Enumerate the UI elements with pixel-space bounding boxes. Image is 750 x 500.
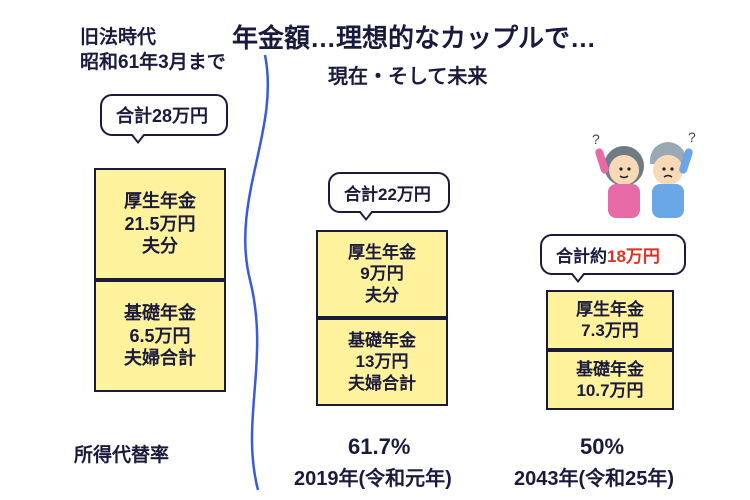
box-line: 厚生年金 (124, 190, 196, 213)
kosei-box-col1: 厚生年金21.5万円夫分 (94, 168, 226, 280)
year-col3: 2043年(令和25年) (514, 462, 674, 491)
box-line: 基礎年金 (124, 302, 196, 325)
kiso-box-col3: 基礎年金10.7万円 (546, 350, 674, 410)
kosei-box-col2: 厚生年金9万円夫分 (316, 230, 448, 318)
title-text: 年金額…理想的なカップルで… (232, 23, 596, 53)
subtitle: 現在・そして未来 (328, 60, 487, 89)
box-line: 9万円 (360, 263, 403, 284)
kosei-box-col3: 厚生年金7.3万円 (546, 290, 674, 350)
box-line: 夫婦合計 (348, 373, 416, 394)
box-line: 基礎年金 (348, 330, 416, 351)
svg-text:?: ? (592, 131, 600, 147)
box-line: 厚生年金 (576, 299, 644, 320)
subtitle-text: 現在・そして未来 (328, 66, 487, 88)
box-line: 夫分 (365, 285, 399, 306)
ratio-label: 所得代替率 (74, 440, 169, 467)
box-line: 7.3万円 (581, 320, 639, 341)
box-line: 10.7万円 (576, 380, 643, 401)
box-line: 夫分 (142, 235, 178, 258)
percent-col3: 50% (580, 434, 624, 460)
bubble-text: 合計22万円 (344, 185, 431, 204)
percent-col2: 61.7% (348, 434, 410, 460)
bubble-prefix: 合計約 (556, 247, 607, 266)
page-title: 年金額…理想的なカップルで… (232, 18, 596, 55)
bubble-highlight: 18万円 (607, 247, 660, 266)
box-line: 厚生年金 (348, 242, 416, 263)
box-line: 6.5万円 (129, 325, 190, 348)
kiso-box-col2: 基礎年金13万円夫婦合計 (316, 318, 448, 406)
kiso-box-col1: 基礎年金6.5万円夫婦合計 (94, 280, 226, 392)
era-line2: 昭和61年3月まで (80, 51, 226, 76)
box-line: 13万円 (356, 351, 409, 372)
era-label: 旧法時代 昭和61年3月まで (80, 26, 226, 75)
box-line: 夫婦合計 (124, 347, 196, 370)
elderly-couple-icon: ? ? (590, 128, 700, 224)
box-line: 基礎年金 (576, 359, 644, 380)
total-bubble-col1: 合計28万円 (100, 94, 228, 136)
total-bubble-col2: 合計22万円 (328, 172, 450, 213)
total-bubble-col3: 合計約18万円 (540, 234, 686, 275)
box-line: 21.5万円 (124, 213, 195, 236)
era-line1: 旧法時代 (80, 26, 226, 51)
year-col2: 2019年(令和元年) (294, 462, 452, 491)
bubble-text: 合計28万円 (116, 106, 208, 126)
svg-text:?: ? (688, 129, 696, 145)
